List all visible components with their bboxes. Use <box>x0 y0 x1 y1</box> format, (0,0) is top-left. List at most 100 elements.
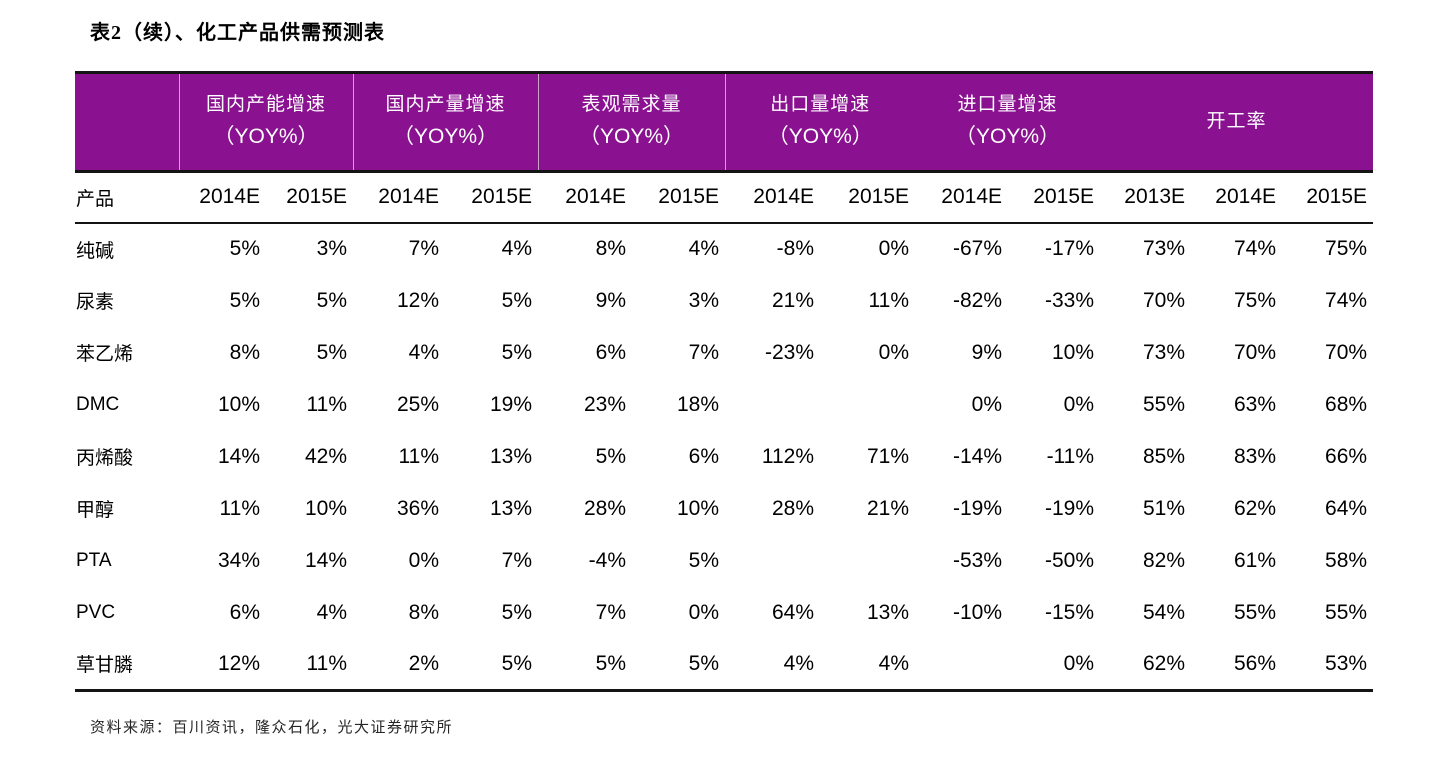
table-title: 表2（续）、化工产品供需预测表 <box>90 22 385 44</box>
value-cell: 6% <box>595 340 627 364</box>
value-cell: -14% <box>953 444 1003 468</box>
value-cell: 2% <box>353 638 446 692</box>
value-cell: 5% <box>501 600 533 624</box>
value-cell: 70% <box>1234 340 1277 364</box>
value-cell: 19% <box>490 392 533 416</box>
value-cell: 7% <box>595 600 627 624</box>
value-cell: 70% <box>1143 288 1186 312</box>
table-row: PVC 6% 4% 8% 5% 7% 0% 64% 13% -10% -15% 54% 55% 55% <box>75 587 1373 639</box>
value-cell: -33% <box>1045 288 1095 312</box>
value-cell: -4% <box>588 548 627 572</box>
value-cell: 85% <box>1143 444 1186 468</box>
value-cell: 51% <box>1143 496 1186 520</box>
year-column-header: 2014E <box>1191 171 1283 224</box>
value-cell: 7% <box>408 237 440 260</box>
corner-cell <box>75 71 179 173</box>
value-cell: 55% <box>1325 600 1368 624</box>
product-name: PVC <box>76 601 116 623</box>
value-cell: -8% <box>776 237 815 260</box>
value-cell: 5% <box>501 340 533 364</box>
table-header: 国内产能增速 （YOY%） 国内产量增速 （YOY%） 表观需求量 （YOY%） 出口量增速… <box>75 71 1374 224</box>
group-header-row: 国内产能增速 （YOY%） 国内产量增速 （YOY%） 表观需求量 （YOY%） 出口量增速… <box>75 71 1374 173</box>
value-cell: 6% <box>688 444 720 468</box>
value-cell: -23% <box>765 340 815 364</box>
value-cell: 0% <box>971 392 1003 416</box>
table-row: 丙烯酸 14% 42% 11% 13% 5% 6% 112% 71% -14% -11% 85% 83%… <box>75 431 1373 483</box>
group-header-line1: 国内产能增速 <box>206 94 327 115</box>
value-cell: 55% <box>1234 600 1277 624</box>
value-cell: 0% <box>688 600 720 624</box>
supply-demand-table: 国内产能增速 （YOY%） 国内产量增速 （YOY%） 表观需求量 （YOY%） 出口量增速… <box>75 71 1374 692</box>
year-column-header: 2014E <box>353 171 446 224</box>
value-cell: 9% <box>595 288 627 312</box>
group-header-4: 出口量增速 （YOY%） <box>724 71 916 173</box>
data-source: 资料来源：百川资讯，隆众石化，光大证券研究所 <box>90 719 454 736</box>
value-cell: 11% <box>266 638 354 692</box>
group-header-5: 进口量增速 （YOY%） <box>915 71 1101 173</box>
year-column-header: 2015E <box>1008 171 1101 224</box>
value-cell: 5% <box>229 288 260 312</box>
product-name: 甲醇 <box>76 500 115 521</box>
table-row: 草甘膦 12% 11% 2% 5% 5% 5% 4% 4% 0% 62% 56% 53% <box>75 638 1374 692</box>
table-row: 纯碱 5% 3% 7% 4% 8% 4% -8% 0% -67% -17% 73% 74% 75% <box>75 223 1373 275</box>
value-cell: -19% <box>1045 496 1095 520</box>
value-cell: 10% <box>677 496 720 520</box>
value-cell: 21% <box>772 288 815 312</box>
value-cell: 5% <box>316 340 348 364</box>
value-cell: -15% <box>1045 600 1095 624</box>
group-header-line2: （YOY%） <box>393 125 499 149</box>
year-column-header: 2015E <box>266 171 354 224</box>
value-cell: 13% <box>867 600 910 624</box>
year-column-header: 2015E <box>445 171 539 224</box>
value-cell: 5% <box>595 444 627 468</box>
value-cell: 63% <box>1234 392 1277 416</box>
year-column-header: 2014E <box>538 171 633 224</box>
value-cell: 28% <box>584 496 627 520</box>
value-cell: 74% <box>1234 237 1277 260</box>
group-header-1: 国内产能增速 （YOY%） <box>178 71 354 173</box>
value-cell: -17% <box>1045 237 1095 260</box>
value-cell: 14% <box>304 548 348 572</box>
value-cell: 14% <box>217 444 260 468</box>
value-cell: 3% <box>688 288 720 312</box>
value-cell: 42% <box>304 444 348 468</box>
value-cell: 5% <box>688 548 720 572</box>
value-cell <box>915 638 1009 692</box>
value-cell: 11% <box>868 288 910 312</box>
group-header-6: 开工率 <box>1100 71 1374 173</box>
value-cell <box>820 535 915 587</box>
value-cell: 12% <box>396 288 440 312</box>
value-cell: 64% <box>1325 496 1368 520</box>
value-cell: 36% <box>396 496 440 520</box>
value-cell: 64% <box>772 600 815 624</box>
value-cell: 7% <box>501 548 533 572</box>
value-cell: 25% <box>396 392 440 416</box>
value-cell: 56% <box>1191 638 1283 692</box>
value-cell: 11% <box>306 392 348 416</box>
value-cell: 71% <box>867 444 910 468</box>
product-name: PTA <box>76 549 112 571</box>
value-cell: 11% <box>219 496 260 520</box>
value-cell: 70% <box>1325 340 1368 364</box>
value-cell: 4% <box>408 340 440 364</box>
value-cell: 55% <box>1143 392 1186 416</box>
value-cell: 9% <box>971 340 1003 364</box>
table-row: 甲醇 11% 10% 36% 13% 28% 10% 28% 21% -19% -19% 51% 62%… <box>75 483 1373 535</box>
value-cell: 10% <box>304 496 348 520</box>
value-cell: -53% <box>953 548 1003 572</box>
value-cell: 34% <box>217 548 260 572</box>
value-cell: 3% <box>316 237 348 260</box>
value-cell: 4% <box>820 638 916 692</box>
value-cell: 23% <box>584 392 627 416</box>
value-cell: 53% <box>1282 638 1374 692</box>
product-name: 草甘膦 <box>75 638 179 692</box>
value-cell: 28% <box>772 496 815 520</box>
value-cell: 75% <box>1325 237 1368 260</box>
value-cell: 61% <box>1234 548 1277 572</box>
value-cell: -82% <box>953 288 1003 312</box>
table-body: 纯碱 5% 3% 7% 4% 8% 4% -8% 0% -67% -17% 73% 74% 75% 尿素 5%… <box>75 223 1374 692</box>
value-cell: 75% <box>1234 288 1277 312</box>
value-cell: 4% <box>688 237 720 260</box>
product-column-header: 产品 <box>75 171 179 224</box>
